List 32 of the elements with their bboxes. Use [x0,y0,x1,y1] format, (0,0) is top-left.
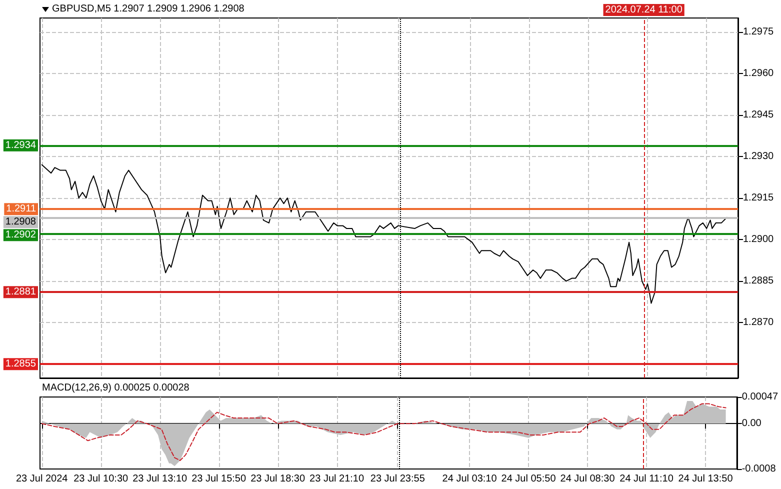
x-tick-label: 23 Jul 2024 [16,474,68,484]
y-tick-label: 0.00 [742,418,762,430]
y-tick-label: 1.2930 [743,150,774,162]
x-tick-label: 23 Jul 13:10 [132,474,188,484]
x-tick-label: 24 Jul 11:10 [620,474,674,484]
y-tick-label: 1.2975 [743,26,774,38]
x-tick-label: 24 Jul 13:50 [678,474,734,484]
y-tick-label: 1.2945 [743,109,774,120]
ref-line-label: 1.2908 [5,216,36,228]
x-tick-label: 23 Jul 15:50 [192,474,246,484]
x-tick-label: 23 Jul 21:10 [310,474,364,484]
chart-title: MACD(12,26,9) 0.00025 0.00028 [42,382,190,394]
x-tick-label: 23 Jul 10:30 [74,474,129,484]
x-tick-label: 24 Jul 03:10 [442,474,498,484]
x-tick-label: 24 Jul 08:30 [560,474,616,484]
ref-line-label: 1.2855 [5,358,36,370]
chart-title: GBPUSD,M5 1.2907 1.2909 1.2906 1.2908 [52,4,245,14]
ref-line-label: 1.2934 [5,140,36,151]
y-tick-label: 0.00047 [742,392,778,402]
y-tick-label: 1.2900 [743,234,774,246]
ref-line-label: 1.2911 [6,204,36,215]
ref-line-label: 1.2881 [5,286,36,298]
y-tick-label: 1.2960 [743,68,774,79]
ref-line-label: 1.2902 [5,230,36,241]
y-tick-label: -0.0008 [742,464,776,474]
y-tick-label: 1.2915 [743,192,774,204]
y-tick-label: 1.2885 [743,276,774,287]
x-tick-label: 24 Jul 05:50 [501,474,556,484]
y-tick-label: 1.2870 [743,317,774,328]
ref-line-label: 2024.07.24 11:00 [605,4,683,16]
x-tick-label: 23 Jul 18:30 [250,474,306,484]
x-tick-label: 23 Jul 23:55 [370,474,426,484]
